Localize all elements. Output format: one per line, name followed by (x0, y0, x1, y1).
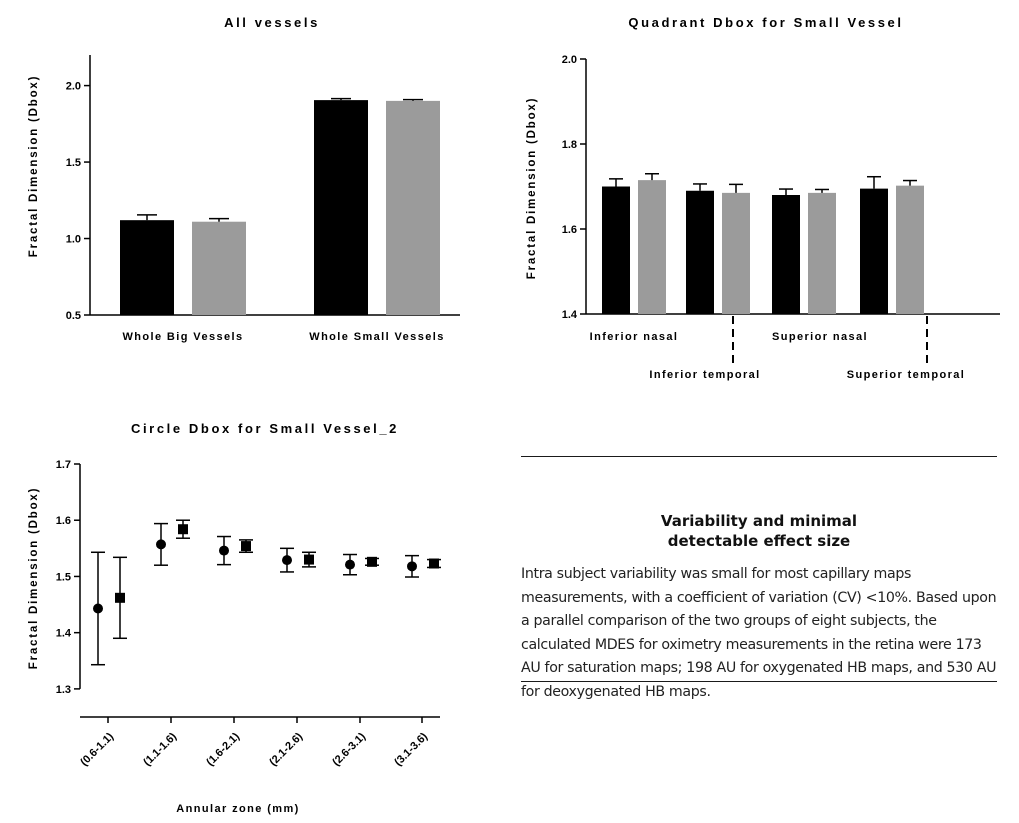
bar (192, 221, 246, 315)
chart-all-vessels: All vessels Fractal Dimension (Dbox) 0.5… (28, 15, 460, 343)
bar (686, 190, 714, 314)
y-axis-label: Fractal Dimension (Dbox) (28, 487, 40, 670)
bar (772, 195, 800, 314)
data-point-circle (156, 539, 166, 550)
y-tick-label: 0.5 (66, 310, 81, 322)
y-tick-label: 1.6 (562, 224, 577, 236)
chart-title: Quadrant Dbox for Small Vessel (628, 15, 903, 30)
y-tick-label: 1.4 (56, 628, 72, 640)
text-box-body: Intra subject variability was small for … (521, 566, 997, 700)
x-tick-label: (3.1-3.6) (392, 730, 430, 768)
heading-line-1: Variability and minimal (660, 512, 858, 530)
chart-quadrant-dbox: Quadrant Dbox for Small Vessel Fractal D… (526, 15, 1000, 381)
y-tick-label: 2.0 (562, 54, 577, 66)
chart-circle-dbox: Circle Dbox for Small Vessel_2 Fractal D… (28, 421, 441, 815)
y-tick-label: 1.4 (562, 309, 578, 321)
x-axis-label: Annular zone (mm) (176, 803, 299, 815)
bar (808, 192, 836, 314)
x-tick-label: (2.1-2.6) (267, 730, 305, 768)
y-tick-label: 1.5 (56, 571, 71, 583)
x-tick-label: (1.6-2.1) (204, 730, 242, 768)
x-tick-label: (0.6-1.1) (78, 730, 116, 768)
y-tick-label: 1.5 (66, 157, 81, 169)
data-point-square (178, 524, 188, 535)
x-tick-label: Inferior nasal (590, 331, 679, 343)
bar (896, 185, 924, 314)
data-point-square (304, 554, 314, 565)
text-box-heading: Variability and minimal detectable effec… (521, 511, 997, 551)
data-point-circle (282, 555, 292, 566)
plot-area: 0.5 1.0 1.5 2.0 Whole Big Vessels Whole Small… (66, 55, 460, 343)
bar (386, 100, 440, 315)
plot-area: 1.3 1.4 1.5 1.6 1.7 (0.6-1.1) (1.1-1.6) (1.6-2.… (56, 459, 441, 769)
y-axis-label: Fractal Dimension (Dbox) (28, 75, 40, 258)
bar (638, 180, 666, 314)
chart-title: All vessels (224, 15, 320, 30)
bar (860, 188, 888, 314)
x-tick-label: (2.6-3.1) (330, 730, 368, 768)
x-tick-label: Whole Big Vessels (122, 331, 243, 343)
data-point-square (429, 558, 439, 569)
y-tick-label: 1.7 (56, 459, 71, 471)
chart-title: Circle Dbox for Small Vessel_2 (131, 421, 399, 436)
text-box: Variability and minimal detectable effec… (521, 456, 997, 700)
x-tick-label: Whole Small Vessels (309, 331, 444, 343)
bar (314, 100, 368, 315)
x-tick-label: Superior temporal (847, 369, 966, 381)
y-tick-label: 1.3 (56, 684, 71, 696)
heading-line-2: detectable effect size (667, 532, 851, 550)
y-tick-label: 2.0 (66, 81, 81, 93)
bar (602, 186, 630, 314)
x-tick-label: Inferior temporal (649, 369, 760, 381)
data-point-circle (219, 545, 229, 556)
data-point-square (367, 556, 377, 567)
x-tick-label: Superior nasal (772, 331, 868, 343)
data-point-circle (345, 559, 355, 570)
data-point-circle (407, 561, 417, 572)
data-point-square (115, 592, 125, 603)
plot-area: 1.4 1.6 1.8 2.0 Inferior nasal Inferior tempo… (562, 54, 1000, 381)
y-axis-label: Fractal Dimension (Dbox) (526, 97, 538, 280)
y-tick-label: 1.8 (562, 139, 577, 151)
data-point-circle (93, 603, 103, 614)
x-tick-label: (1.1-1.6) (141, 730, 179, 768)
y-tick-label: 1.6 (56, 515, 71, 527)
data-point-square (241, 541, 251, 552)
y-tick-label: 1.0 (66, 234, 81, 246)
bar (120, 220, 174, 315)
bar (722, 192, 750, 314)
